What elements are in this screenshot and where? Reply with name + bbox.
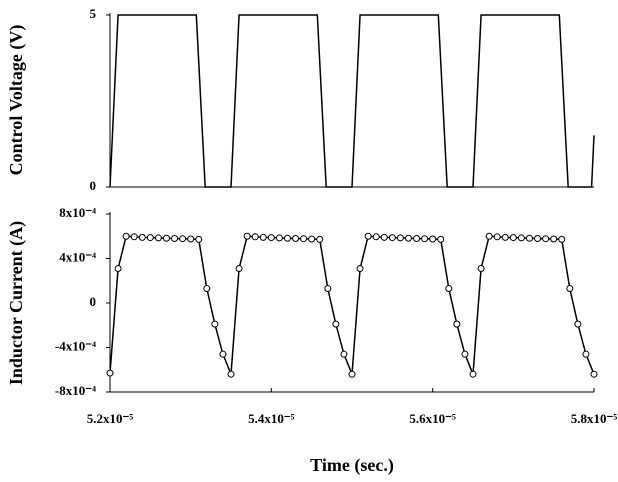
marker [300, 235, 308, 243]
marker [421, 235, 429, 243]
marker [574, 320, 582, 328]
marker [429, 235, 437, 243]
marker [404, 234, 412, 242]
marker [146, 234, 154, 242]
marker [493, 233, 501, 241]
marker [558, 235, 566, 243]
y-tick-label: 5 [90, 6, 97, 21]
marker [211, 320, 219, 328]
marker [267, 234, 275, 242]
marker [364, 232, 372, 240]
marker [283, 234, 291, 242]
y-tick-label: 0 [90, 294, 97, 309]
x-tick-label: 5.8x10⁻⁵ [571, 411, 618, 426]
marker [356, 265, 364, 273]
marker [130, 233, 138, 241]
marker [219, 350, 227, 358]
x-tick-label: 5.4x10⁻⁵ [248, 411, 295, 426]
marker [396, 234, 404, 242]
marker [590, 370, 598, 378]
marker [445, 285, 453, 293]
marker [517, 234, 525, 242]
marker [501, 233, 509, 241]
marker [461, 350, 469, 358]
marker [380, 233, 388, 241]
marker [509, 234, 517, 242]
marker [154, 234, 162, 242]
line [109, 235, 595, 375]
line [109, 14, 595, 188]
marker [114, 265, 122, 273]
marker [324, 285, 332, 293]
marker [582, 350, 590, 358]
y-axis-label: Control Voltage (V) [6, 25, 27, 176]
marker [292, 234, 300, 242]
x-tick-label: 5.6x10⁻⁵ [409, 411, 456, 426]
y-tick-label: 8x10⁻⁴ [59, 205, 96, 220]
marker [259, 233, 267, 241]
marker [525, 234, 533, 242]
marker [138, 233, 146, 241]
marker [332, 320, 340, 328]
marker [235, 265, 243, 273]
marker [316, 235, 324, 243]
marker [437, 235, 445, 243]
y-tick-label: 0 [90, 178, 97, 193]
y-tick-label: -8x10⁻⁴ [55, 383, 96, 398]
marker [340, 350, 348, 358]
marker [534, 234, 542, 242]
marker [372, 233, 380, 241]
marker [388, 234, 396, 242]
marker [187, 235, 195, 243]
marker [179, 235, 187, 243]
y-tick-label: 4x10⁻⁴ [59, 249, 96, 264]
marker [485, 232, 493, 240]
marker [243, 232, 251, 240]
marker [348, 370, 356, 378]
y-axis-label: Inductor Current (A) [6, 221, 27, 385]
marker [566, 285, 574, 293]
marker [171, 234, 179, 242]
marker [542, 235, 550, 243]
marker [469, 370, 477, 378]
marker [122, 232, 130, 240]
marker [477, 265, 485, 273]
marker [413, 234, 421, 242]
marker [227, 370, 235, 378]
x-tick-label: 5.2x10⁻⁵ [87, 411, 134, 426]
marker [251, 233, 259, 241]
marker [162, 234, 170, 242]
marker [203, 285, 211, 293]
x-axis-label: Time (sec.) [310, 455, 394, 476]
marker [195, 235, 203, 243]
marker [308, 235, 316, 243]
y-tick-label: -4x10⁻⁴ [55, 338, 96, 353]
marker [453, 320, 461, 328]
marker [550, 235, 558, 243]
marker [106, 369, 114, 377]
marker [275, 234, 283, 242]
